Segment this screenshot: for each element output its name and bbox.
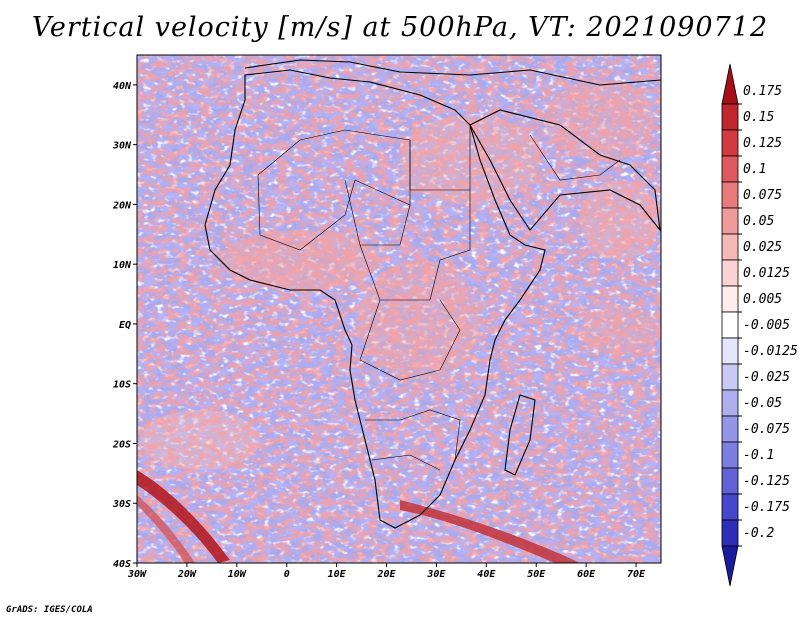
colorbar-label: -0.075	[743, 422, 790, 437]
lat-tick-label: 30S	[112, 499, 131, 510]
colorbar-swatch	[721, 493, 739, 521]
colorbar-swatch	[721, 441, 739, 469]
colorbar-swatch	[721, 207, 739, 235]
lon-tick-label: 60E	[577, 569, 596, 580]
colorbar-swatch	[721, 285, 739, 313]
colorbar-swatch	[721, 519, 739, 547]
colorbar-label: 0.15	[743, 110, 774, 125]
colorbar-label: 0.125	[743, 136, 782, 151]
colorbar-swatch	[721, 545, 739, 587]
colorbar-label: 0.1	[743, 162, 766, 177]
lat-tick-label: 40S	[113, 559, 131, 570]
lon-tick-label: 30W	[127, 569, 147, 580]
colorbar-swatch	[721, 155, 739, 183]
colorbar-swatch	[721, 467, 739, 495]
colorbar-swatch	[721, 233, 739, 261]
colorbar-swatch	[721, 337, 739, 365]
colorbar-swatch	[721, 389, 739, 417]
lat-tick-label: EQ	[119, 320, 131, 331]
lon-tick-label: 50E	[527, 569, 546, 580]
lon-tick-label: 70E	[627, 569, 646, 580]
lon-tick-label: 20W	[177, 569, 197, 580]
grads-credit: GrADS: IGES/COLA	[6, 605, 93, 615]
colorbar-swatch	[721, 129, 739, 157]
lon-tick-label: 20E	[376, 569, 396, 580]
colorbar: 0.175 0.15 0.125 0.1 0.075 0.05 0.025 0.0125 0.0…	[721, 63, 798, 587]
lon-tick-label: 10W	[228, 569, 247, 580]
colorbar-label: 0.025	[743, 240, 782, 255]
map-title: Vertical velocity [m/s] at 500hPa, VT: 2…	[31, 12, 769, 43]
coastlines	[204, 59, 661, 529]
borders	[257, 125, 621, 471]
lat-tick-label: 10N	[113, 260, 132, 271]
lon-tick-label: 0	[284, 569, 290, 580]
colorbar-label: 0.0125	[743, 266, 790, 281]
colorbar-swatch	[721, 311, 739, 339]
colorbar-label: -0.175	[743, 500, 790, 515]
colorbar-label: -0.125	[743, 474, 790, 489]
latitude-axis: 40N 30N 20N 10N EQ 10S 20S 30S 40S	[112, 81, 137, 570]
colorbar-swatch	[721, 181, 739, 209]
lat-tick-label: 10S	[113, 380, 131, 391]
longitude-axis: 30W 20W 10W 0 10E 20E 30E 40E 50E 60E 70E	[127, 563, 646, 580]
lat-tick-label: 20N	[112, 200, 132, 211]
lat-tick-label: 20S	[112, 439, 131, 450]
colorbar-label: 0.05	[743, 214, 774, 229]
colorbar-swatch	[721, 103, 739, 131]
colorbar-label: 0.005	[743, 292, 782, 307]
lon-tick-label: 30E	[426, 569, 446, 580]
colorbar-swatch	[721, 363, 739, 391]
lon-tick-label: 40E	[477, 569, 496, 580]
colorbar-swatch	[721, 63, 739, 105]
colorbar-label: -0.025	[743, 370, 790, 385]
colorbar-swatch	[721, 415, 739, 443]
colorbar-label: 0.175	[743, 84, 782, 99]
colorbar-label: -0.005	[743, 318, 790, 333]
colorbar-label: -0.0125	[743, 344, 798, 359]
colorbar-label: 0.075	[743, 188, 782, 203]
plot-frame	[136, 54, 662, 564]
lon-tick-label: 10E	[328, 569, 347, 580]
lat-tick-label: 30N	[112, 141, 132, 152]
colorbar-label: -0.2	[743, 526, 774, 541]
colorbar-label: -0.05	[743, 396, 782, 411]
colorbar-label: -0.1	[743, 448, 774, 463]
lat-tick-label: 40N	[113, 81, 132, 92]
velocity-field	[137, 55, 661, 563]
colorbar-swatch	[721, 259, 739, 287]
